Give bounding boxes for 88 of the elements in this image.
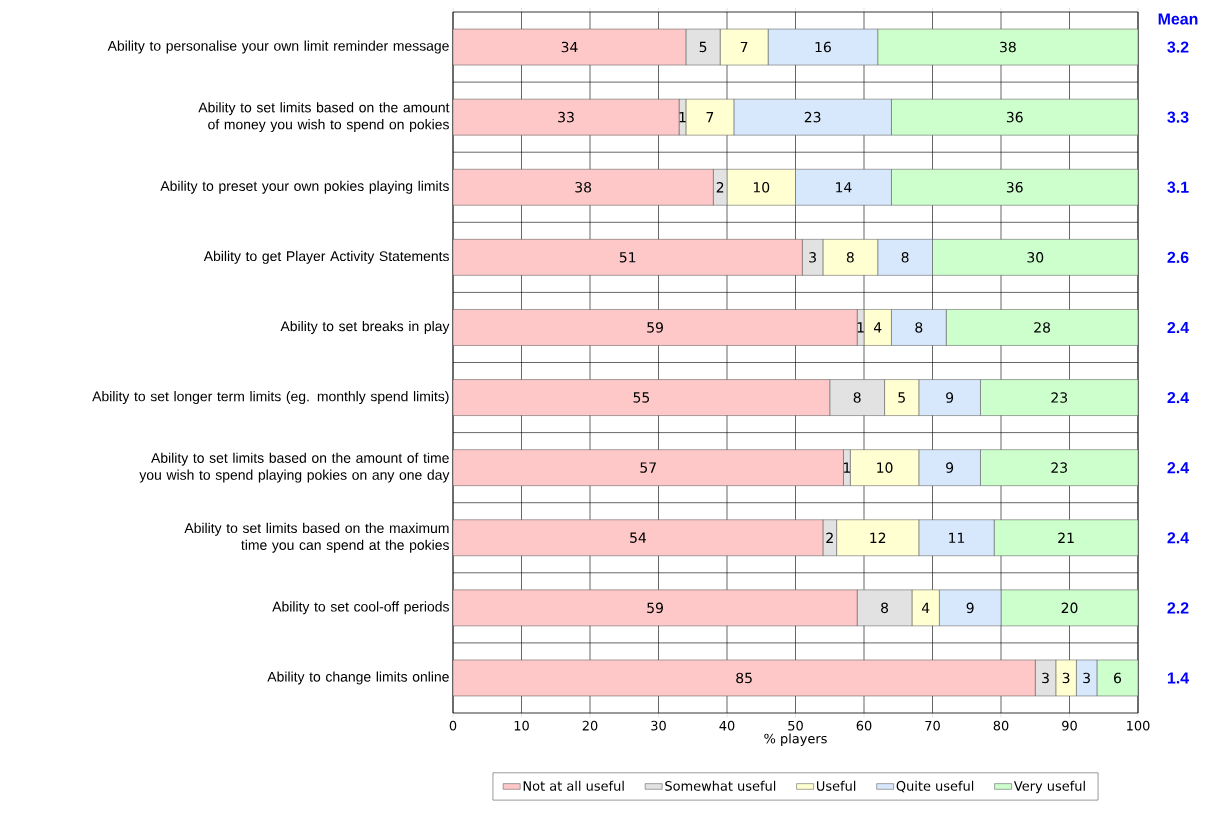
data-label: 12 xyxy=(870,532,886,543)
text: 3.3 xyxy=(1167,111,1189,123)
text: 1.4 xyxy=(1167,672,1190,684)
data-label: 1 xyxy=(679,112,686,123)
x-tick-label: 0 xyxy=(449,720,457,731)
x-tick-label: 100 xyxy=(1127,720,1150,731)
data-label: 55 xyxy=(633,392,650,403)
text: 2.4 xyxy=(1167,462,1190,474)
data-label: 8 xyxy=(881,602,889,614)
text: Mean xyxy=(1158,13,1198,25)
data-label: 23 xyxy=(1051,462,1067,473)
data-label: 85 xyxy=(736,672,752,684)
x-tick-label: 30 xyxy=(651,720,666,731)
x-tick-label: 40 xyxy=(719,720,735,731)
data-label: 8 xyxy=(846,252,854,263)
data-label: 3 xyxy=(1062,672,1070,684)
data-label: 23 xyxy=(804,111,821,123)
data-label: 8 xyxy=(853,392,861,403)
legend-label: Quite useful xyxy=(896,780,974,793)
data-label: 33 xyxy=(558,111,574,123)
data-label: 10 xyxy=(753,181,770,193)
text: 2.6 xyxy=(1167,251,1189,263)
data-label: 34 xyxy=(561,41,578,53)
x-tick-label: 50 xyxy=(788,720,803,731)
y-tick-label: Ability to set limits based on the amount of time you wish to spend playing pokies on any one day xyxy=(139,452,450,483)
x-tick-label: 10 xyxy=(514,720,529,731)
data-label: 3 xyxy=(809,252,816,263)
data-label: 16 xyxy=(815,41,831,53)
data-label: 54 xyxy=(630,532,647,543)
x-tick-label: 20 xyxy=(582,720,598,731)
x-tick-label: 80 xyxy=(993,720,1009,731)
y-tick-label: Ability to set cool-off periods xyxy=(272,601,449,615)
data-label: 9 xyxy=(966,602,974,614)
data-label: 1 xyxy=(857,322,864,333)
data-label: 7 xyxy=(706,112,714,123)
data-label: 21 xyxy=(1058,532,1074,543)
x-axis-title: % players xyxy=(764,733,827,746)
data-label: 6 xyxy=(1114,672,1122,684)
y-tick-label: Ability to set limits based on the amount of money you wish to spend on pokies xyxy=(198,102,450,133)
data-label: 20 xyxy=(1061,602,1078,614)
text: 2.4 xyxy=(1167,391,1190,404)
data-label: 59 xyxy=(647,602,663,614)
data-label: 36 xyxy=(1006,111,1023,123)
data-label: 8 xyxy=(901,252,909,263)
data-label: 59 xyxy=(647,322,663,333)
text: 2.4 xyxy=(1167,532,1190,544)
data-label: 2 xyxy=(826,532,833,543)
y-tick-label: Ability to get Player Activity Statements xyxy=(203,250,449,264)
x-tick-label: 90 xyxy=(1062,720,1077,731)
data-label: 3 xyxy=(1083,672,1090,684)
y-tick-label: Ability to preset your own pokies playing limits xyxy=(160,180,449,194)
data-label: 7 xyxy=(740,41,748,53)
data-label: 8 xyxy=(915,322,923,333)
data-label: 4 xyxy=(921,602,930,613)
text: 3.2 xyxy=(1167,41,1189,53)
x-tick-label: 70 xyxy=(925,720,940,731)
data-label: 51 xyxy=(619,252,636,263)
y-tick-label: Ability to set longer term limits (eg. monthly spend limits) xyxy=(92,391,449,405)
data-label: 57 xyxy=(640,462,656,473)
data-label: 9 xyxy=(946,462,954,473)
text: 3.1 xyxy=(1167,181,1189,193)
data-label: 5 xyxy=(898,392,905,403)
data-label: 5 xyxy=(699,41,707,53)
legend-label: Somewhat useful xyxy=(665,780,776,791)
data-label: 11 xyxy=(949,532,965,543)
legend-label: Not at all useful xyxy=(523,780,624,791)
data-label: 38 xyxy=(575,181,592,193)
data-label: 1 xyxy=(843,462,851,473)
legend-label: Very useful xyxy=(1013,780,1085,794)
text: 2.4 xyxy=(1167,321,1190,334)
data-label: 30 xyxy=(1027,252,1044,263)
text: 2.2 xyxy=(1167,602,1189,614)
data-label: 38 xyxy=(1000,41,1016,53)
data-label: 4 xyxy=(873,322,882,333)
y-tick-label: Ability to personalise your own limit reminder message xyxy=(107,40,449,54)
data-label: 9 xyxy=(946,392,954,403)
data-label: 3 xyxy=(1042,672,1049,684)
y-tick-label: Ability to set limits based on the maximum time you can spend at the pokies xyxy=(184,522,449,553)
y-tick-label: Ability to set breaks in play xyxy=(280,320,450,334)
data-label: 14 xyxy=(836,182,852,193)
x-tick-label: 60 xyxy=(856,720,872,731)
data-label: 28 xyxy=(1034,322,1051,333)
data-label: 2 xyxy=(716,182,724,193)
data-label: 23 xyxy=(1051,392,1067,403)
y-tick-label: Ability to change limits online xyxy=(267,671,449,685)
legend-label: Useful xyxy=(816,780,856,791)
data-label: 10 xyxy=(877,462,893,473)
data-label: 36 xyxy=(1006,181,1023,193)
